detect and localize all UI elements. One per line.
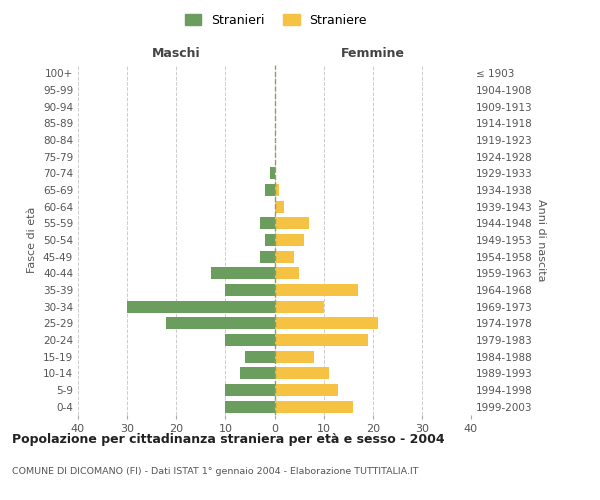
Bar [166,318,275,330]
Bar [275,368,329,380]
Text: Femmine: Femmine [341,47,405,60]
Bar [226,334,275,346]
Bar [265,184,275,196]
Bar [275,350,314,362]
Legend: Stranieri, Straniere: Stranieri, Straniere [180,8,372,32]
Bar [226,384,275,396]
Bar [226,400,275,412]
Bar [275,334,368,346]
Bar [275,268,299,280]
Bar [275,284,358,296]
Bar [275,200,284,212]
Bar [245,350,275,362]
Bar [275,384,338,396]
Bar [127,300,275,312]
Y-axis label: Anni di nascita: Anni di nascita [536,198,547,281]
Bar [260,250,275,262]
Bar [269,168,275,179]
Bar [260,218,275,230]
Bar [275,318,377,330]
Bar [275,400,353,412]
Bar [211,268,275,280]
Bar [275,184,280,196]
Bar [226,284,275,296]
Text: Popolazione per cittadinanza straniera per età e sesso - 2004: Popolazione per cittadinanza straniera p… [12,432,445,446]
Bar [275,218,309,230]
Bar [240,368,275,380]
Bar [275,300,323,312]
Text: Maschi: Maschi [152,47,200,60]
Y-axis label: Fasce di età: Fasce di età [28,207,37,273]
Text: COMUNE DI DICOMANO (FI) - Dati ISTAT 1° gennaio 2004 - Elaborazione TUTTITALIA.I: COMUNE DI DICOMANO (FI) - Dati ISTAT 1° … [12,468,419,476]
Bar [265,234,275,246]
Bar [275,250,294,262]
Bar [275,234,304,246]
